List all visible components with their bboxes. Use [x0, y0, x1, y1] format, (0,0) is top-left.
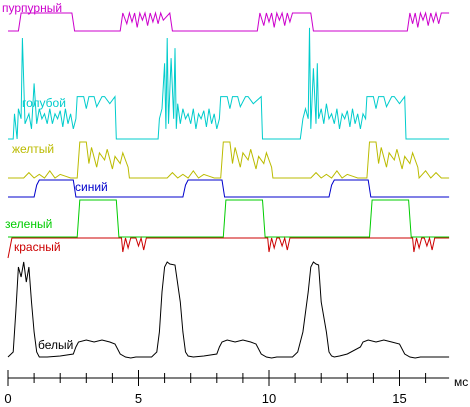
trace-label-3: синий [75, 180, 108, 194]
trace-line-2 [8, 141, 450, 180]
time-unit-label: мс [454, 375, 468, 389]
trace-line-0 [8, 11, 450, 32]
trace-label-5: красный [14, 240, 61, 254]
signal-traces: пурпурный голубой желтый синий зеленый красны… [2, 1, 450, 359]
trace-line-4 [8, 199, 450, 238]
tick-label-15: 15 [392, 391, 406, 406]
trace-line-6 [7, 261, 450, 359]
trace-label-4: зеленый [5, 217, 52, 231]
tick-label-5: 5 [135, 391, 142, 406]
trace-line-3 [8, 179, 450, 198]
trace-line-5 [7, 236, 450, 259]
tick-label-10: 10 [262, 391, 276, 406]
tick-label-0: 0 [4, 391, 11, 406]
trace-label-0: пурпурный [2, 1, 62, 15]
time-axis-ticks: 0 5 10 15 [4, 370, 427, 406]
time-axis: 0 5 10 15 мс [4, 370, 468, 406]
trace-label-1: голубой [22, 96, 66, 110]
trace-label-2: желтый [12, 142, 54, 156]
trace-line-1 [8, 27, 450, 140]
trace-label-6: белый [38, 338, 73, 352]
